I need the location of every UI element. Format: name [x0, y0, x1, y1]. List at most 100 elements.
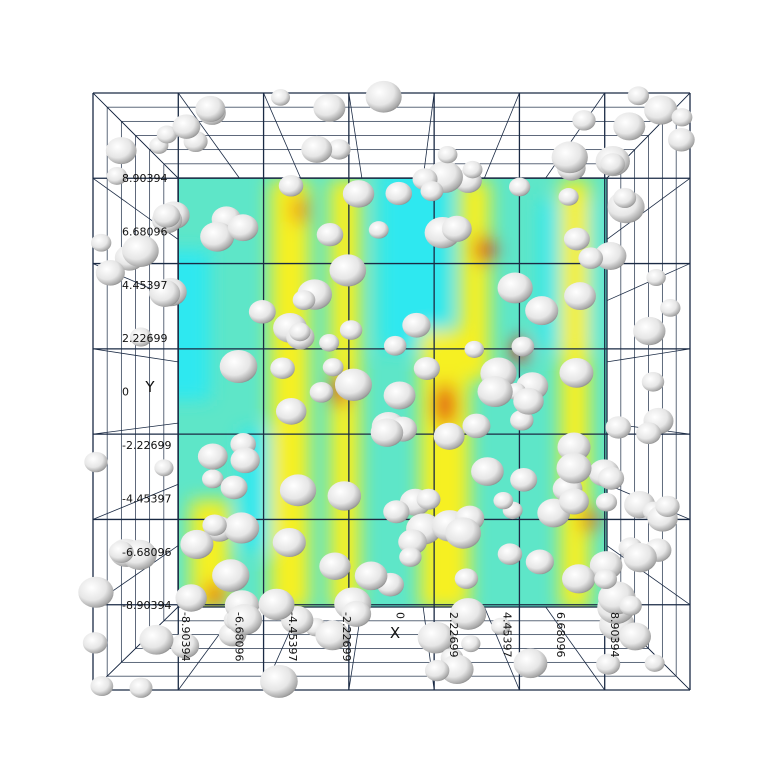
sphere	[497, 272, 533, 304]
y-tick-label: 4.45397	[122, 279, 168, 292]
sphere	[354, 561, 388, 591]
sphere	[180, 529, 214, 559]
sphere	[227, 214, 259, 242]
sphere	[334, 368, 372, 402]
sphere	[289, 322, 311, 342]
sphere	[613, 112, 646, 141]
spheres	[78, 80, 695, 698]
y-axis-title: Y	[144, 378, 155, 396]
sphere	[329, 254, 367, 287]
sphere	[493, 491, 514, 510]
sphere	[510, 467, 538, 492]
x-tick-label: -2.22699	[340, 612, 353, 661]
sphere	[175, 584, 207, 612]
sphere	[90, 676, 114, 697]
depth-frame	[135, 135, 649, 649]
sphere	[319, 333, 340, 352]
sphere	[278, 175, 304, 197]
sphere	[398, 529, 427, 555]
sphere	[556, 452, 592, 484]
sphere	[279, 474, 317, 507]
sphere	[292, 290, 316, 310]
y-tick-label: -6.68096	[122, 546, 171, 559]
sphere	[420, 181, 444, 202]
sphere	[153, 203, 181, 228]
x-tick-label: 2.22699	[447, 612, 460, 658]
sphere	[464, 340, 485, 358]
x-tick-label: 8.90394	[608, 612, 621, 658]
y-tick-label: -4.45397	[122, 492, 171, 505]
sphere	[248, 300, 276, 324]
sphere	[572, 110, 596, 131]
sphere	[212, 559, 250, 592]
sphere	[271, 89, 291, 106]
x-tick-label: -8.90394	[179, 612, 192, 661]
x-tick-label: 6.68096	[554, 612, 567, 658]
sphere	[671, 108, 693, 127]
sphere	[597, 466, 625, 490]
x-tick-label: 4.45397	[501, 612, 514, 658]
sphere	[84, 451, 108, 473]
sphere	[508, 177, 531, 197]
y-tick-label: -8.90394	[122, 599, 171, 612]
sphere	[594, 568, 618, 589]
sphere	[551, 141, 588, 174]
sphere	[477, 376, 513, 408]
sphere	[655, 495, 680, 517]
sphere	[172, 114, 201, 139]
sphere	[511, 336, 535, 357]
sphere	[370, 418, 404, 447]
sphere	[139, 624, 174, 655]
x-tick-label: 0	[393, 612, 406, 619]
sphere	[342, 180, 375, 208]
sphere	[578, 247, 604, 269]
sphere	[220, 475, 248, 500]
x-axis-title: X	[390, 624, 400, 642]
sphere	[260, 664, 298, 698]
y-tick-label: 2.22699	[122, 332, 168, 345]
sphere	[437, 145, 458, 164]
sphere	[644, 95, 678, 125]
sphere	[91, 233, 112, 252]
sphere	[454, 568, 479, 589]
sphere	[660, 298, 681, 317]
depth-frame	[163, 163, 622, 622]
sphere	[129, 677, 153, 698]
sphere	[315, 620, 350, 651]
y-tick-label: 8.90394	[122, 172, 168, 185]
sphere	[78, 576, 114, 608]
sphere	[316, 223, 344, 247]
sphere	[449, 598, 487, 630]
y-tick-label: 6.68096	[122, 225, 168, 238]
sphere	[440, 654, 474, 684]
sphere	[258, 588, 295, 621]
x-tick-label: -6.68096	[233, 612, 246, 661]
wireframe-grid	[92, 92, 691, 691]
axis-labels: Y X 8.90394 6.68096 4.45397 2.22699 0 -2.2269…	[122, 172, 621, 661]
sphere	[368, 221, 389, 239]
sphere	[461, 635, 481, 653]
sphere	[313, 93, 346, 122]
sphere	[327, 481, 362, 511]
sphere	[445, 517, 482, 549]
sphere	[226, 604, 263, 635]
sphere	[341, 600, 372, 627]
sphere	[322, 358, 344, 377]
sphere	[413, 357, 440, 381]
sphere	[230, 447, 260, 474]
sphere	[613, 187, 637, 208]
sphere	[433, 422, 465, 450]
sphere	[513, 648, 548, 679]
sphere	[383, 335, 407, 356]
sphere	[319, 552, 351, 580]
sphere	[619, 595, 642, 616]
sphere	[385, 181, 413, 206]
sphere	[417, 621, 454, 654]
sphere	[108, 541, 134, 563]
sphere	[339, 320, 363, 340]
inner-frame	[177, 177, 608, 608]
y-tick-label: 0	[122, 386, 129, 399]
sphere	[106, 166, 128, 185]
sphere	[595, 492, 618, 512]
